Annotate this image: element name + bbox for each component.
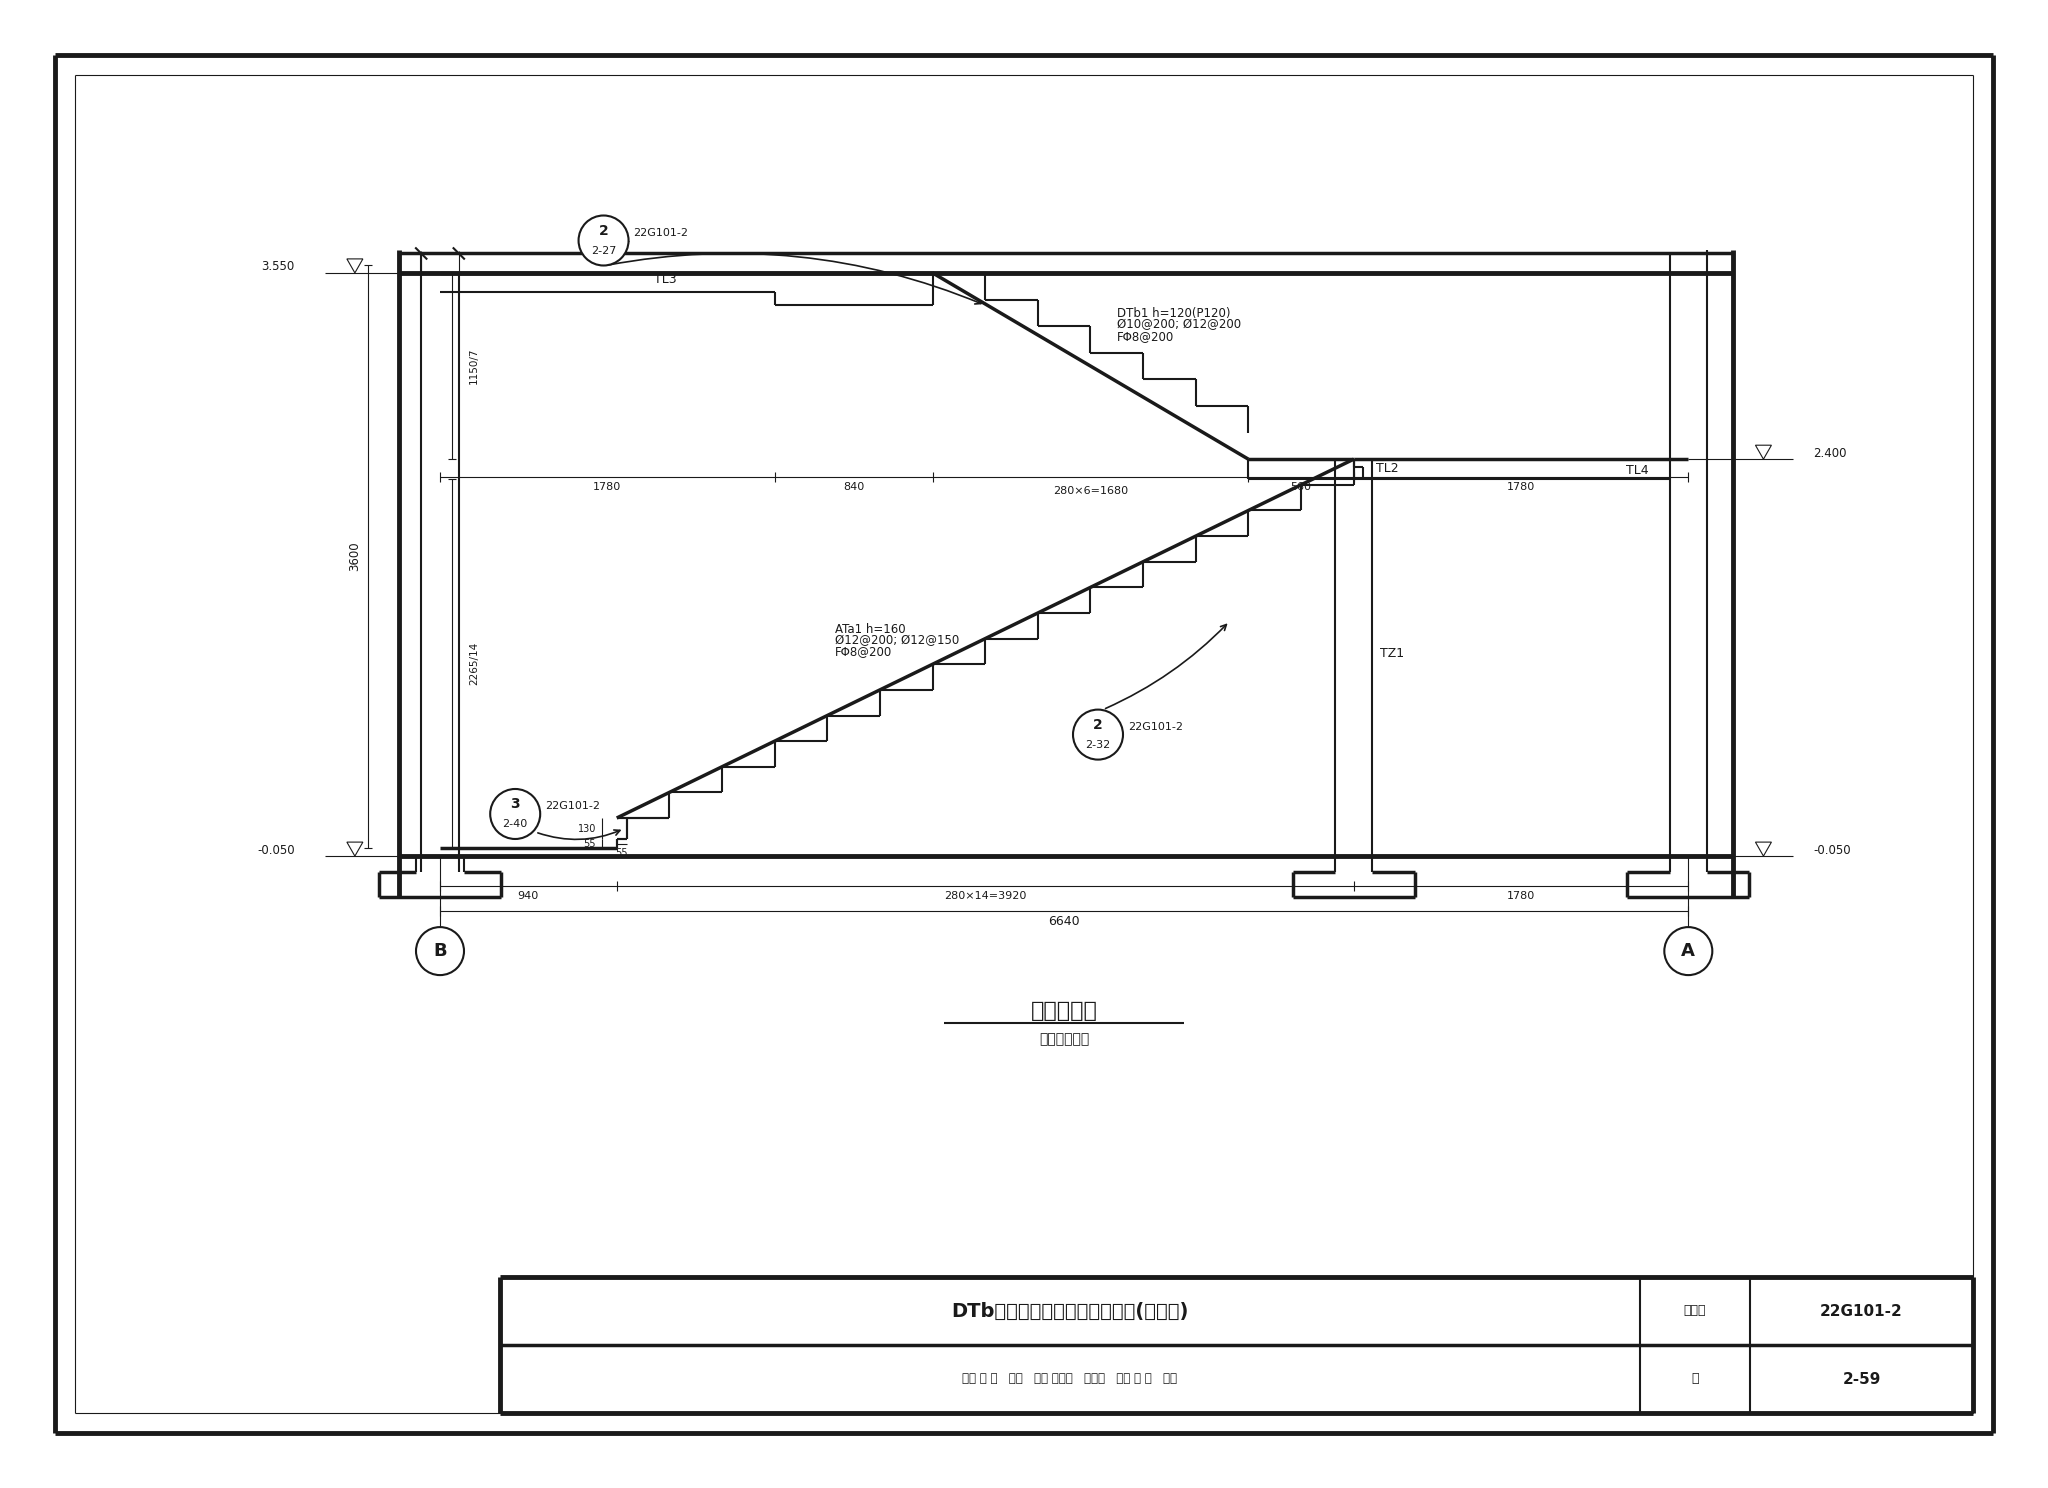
Text: 审核 张 明   岭哟   校对 付国顺   仙棋棋   设计 李 波   多板: 审核 张 明 岭哟 校对 付国顺 仙棋棋 设计 李 波 多板 <box>963 1372 1178 1385</box>
Text: 2265/14: 2265/14 <box>469 641 479 684</box>
Text: （局部示意）: （局部示意） <box>1038 1033 1090 1046</box>
Text: 2: 2 <box>1094 717 1104 732</box>
Text: 1780: 1780 <box>594 482 621 493</box>
Text: 22G101-2: 22G101-2 <box>545 801 600 811</box>
Text: 940: 940 <box>518 891 539 902</box>
Text: 1780: 1780 <box>1507 891 1536 902</box>
Text: FΦ8@200: FΦ8@200 <box>1116 329 1174 342</box>
Text: 55: 55 <box>616 848 629 859</box>
Text: TL2: TL2 <box>1376 463 1399 476</box>
Text: 3600: 3600 <box>348 542 360 571</box>
Text: ATa1 h=160: ATa1 h=160 <box>836 623 905 635</box>
Text: 3.550: 3.550 <box>262 260 295 274</box>
Text: 楼梯剥面图: 楼梯剥面图 <box>1030 1001 1098 1021</box>
Text: TZ1: TZ1 <box>1380 647 1405 661</box>
Circle shape <box>489 789 541 839</box>
Text: Ø10@200; Ø12@200: Ø10@200; Ø12@200 <box>1116 318 1241 332</box>
Text: 2-59: 2-59 <box>1843 1372 1880 1387</box>
Text: B: B <box>434 942 446 960</box>
Text: 280×14=3920: 280×14=3920 <box>944 891 1026 902</box>
Text: 6640: 6640 <box>1049 915 1079 927</box>
Text: 2-27: 2-27 <box>592 246 616 256</box>
Text: 840: 840 <box>844 482 864 493</box>
Text: A: A <box>1681 942 1696 960</box>
Circle shape <box>1073 710 1122 759</box>
Text: -0.050: -0.050 <box>1812 844 1851 857</box>
Text: 图集号: 图集号 <box>1683 1305 1706 1317</box>
Text: 2-40: 2-40 <box>502 818 528 829</box>
Text: 2-32: 2-32 <box>1085 740 1110 750</box>
Text: 1150/7: 1150/7 <box>469 348 479 384</box>
Text: 22G101-2: 22G101-2 <box>1128 722 1184 732</box>
Text: 页: 页 <box>1692 1372 1698 1385</box>
Text: DTb型楼梯施工图剖面注写示例(剖面图): DTb型楼梯施工图剖面注写示例(剖面图) <box>952 1302 1188 1320</box>
Text: DTb1 h=120(P120): DTb1 h=120(P120) <box>1116 307 1231 320</box>
Text: 130: 130 <box>578 823 596 833</box>
Text: FΦ8@200: FΦ8@200 <box>836 646 893 659</box>
Circle shape <box>416 927 465 975</box>
Text: TL4: TL4 <box>1626 464 1649 478</box>
Text: Ø12@200; Ø12@150: Ø12@200; Ø12@150 <box>836 634 958 647</box>
Text: 22G101-2: 22G101-2 <box>633 228 688 238</box>
Text: 2: 2 <box>598 223 608 238</box>
Text: 55: 55 <box>584 839 596 848</box>
Circle shape <box>1665 927 1712 975</box>
Text: 22G101-2: 22G101-2 <box>1821 1303 1903 1318</box>
Text: -0.050: -0.050 <box>258 844 295 857</box>
Text: 280×6=1680: 280×6=1680 <box>1053 487 1128 496</box>
Text: 2.400: 2.400 <box>1812 446 1847 460</box>
Text: 3: 3 <box>510 798 520 811</box>
Text: TL3: TL3 <box>653 272 678 286</box>
Text: 560: 560 <box>1290 482 1311 493</box>
Circle shape <box>580 216 629 265</box>
Text: 1780: 1780 <box>1507 482 1536 493</box>
